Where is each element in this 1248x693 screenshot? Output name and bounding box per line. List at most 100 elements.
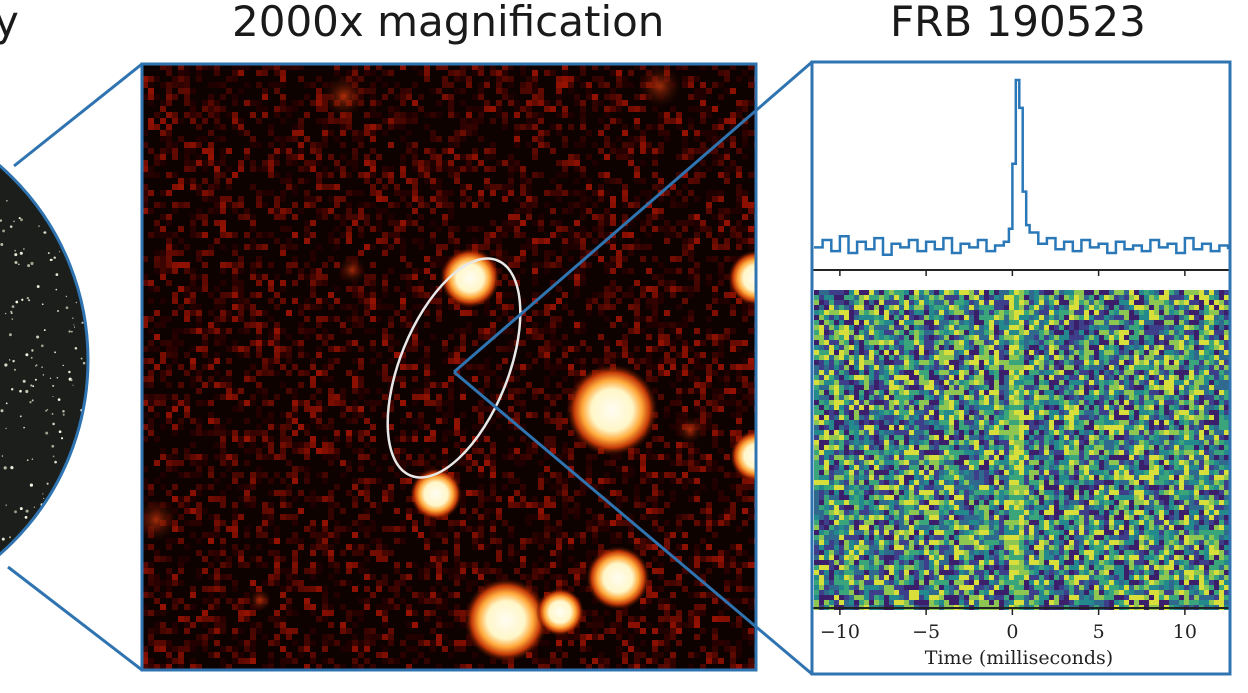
heatmap-pixel — [598, 82, 604, 88]
heatmap-pixel — [178, 304, 184, 310]
heatmap-pixel — [286, 112, 292, 118]
heatmap-pixel — [604, 208, 610, 214]
sky-star — [14, 510, 17, 514]
heatmap-pixel — [628, 532, 634, 538]
heatmap-pixel — [238, 160, 244, 166]
heatmap-pixel — [460, 562, 466, 568]
heatmap-pixel — [454, 430, 460, 436]
heatmap-pixel — [562, 388, 568, 394]
heatmap-pixel — [250, 442, 256, 448]
heatmap-pixel — [478, 334, 484, 340]
heatmap-pixel — [682, 532, 688, 538]
heatmap-pixel — [280, 628, 286, 634]
heatmap-pixel — [550, 316, 556, 322]
heatmap-pixel — [208, 628, 214, 634]
heatmap-pixel — [274, 424, 280, 430]
heatmap-pixel — [286, 628, 292, 634]
heatmap-pixel — [412, 658, 418, 664]
heatmap-pixel — [214, 514, 220, 520]
heatmap-pixel — [292, 628, 298, 634]
heatmap-pixel — [370, 124, 376, 130]
heatmap-pixel — [676, 628, 682, 634]
heatmap-pixel — [214, 208, 220, 214]
heatmap-pixel — [460, 436, 466, 442]
heatmap-pixel — [616, 502, 622, 508]
heatmap-pixel — [622, 610, 628, 616]
heatmap-pixel — [262, 202, 268, 208]
heatmap-pixel — [568, 538, 574, 544]
heatmap-pixel — [154, 412, 160, 418]
heatmap-pixel — [160, 394, 166, 400]
heatmap-pixel — [580, 190, 586, 196]
heatmap-pixel — [208, 250, 214, 256]
heatmap-pixel — [688, 316, 694, 322]
heatmap-pixel — [226, 484, 232, 490]
heatmap-pixel — [226, 460, 232, 466]
heatmap-pixel — [550, 364, 556, 370]
heatmap-pixel — [514, 232, 520, 238]
heatmap-pixel — [184, 160, 190, 166]
heatmap-pixel — [250, 262, 256, 268]
heatmap-pixel — [706, 556, 712, 562]
heatmap-pixel — [214, 172, 220, 178]
heatmap-pixel — [346, 238, 352, 244]
heatmap-pixel — [676, 202, 682, 208]
heatmap-pixel — [166, 220, 172, 226]
heatmap-pixel — [160, 232, 166, 238]
heatmap-pixel — [184, 154, 190, 160]
heatmap-pixel — [544, 268, 550, 274]
heatmap-pixel — [568, 88, 574, 94]
heatmap-pixel — [160, 202, 166, 208]
heatmap-pixel — [496, 106, 502, 112]
heatmap-pixel — [364, 274, 370, 280]
heatmap-pixel — [172, 466, 178, 472]
heatmap-pixel — [196, 514, 202, 520]
heatmap-pixel — [142, 202, 148, 208]
heatmap-pixel — [490, 460, 496, 466]
heatmap-pixel — [526, 208, 532, 214]
heatmap-pixel — [574, 160, 580, 166]
heatmap-pixel — [688, 448, 694, 454]
heatmap-pixel — [292, 442, 298, 448]
heatmap-pixel — [340, 388, 346, 394]
heatmap-pixel — [718, 400, 724, 406]
heatmap-pixel — [262, 634, 268, 640]
heatmap-pixel — [286, 136, 292, 142]
heatmap-pixel — [502, 304, 508, 310]
heatmap-pixel — [424, 112, 430, 118]
heatmap-pixel — [466, 376, 472, 382]
heatmap-pixel — [664, 334, 670, 340]
heatmap-pixel — [154, 574, 160, 580]
heatmap-pixel — [454, 130, 460, 136]
heatmap-pixel — [268, 160, 274, 166]
heatmap-pixel — [670, 322, 676, 328]
heatmap-pixel — [244, 304, 250, 310]
heatmap-pixel — [400, 226, 406, 232]
heatmap-pixel — [490, 394, 496, 400]
heatmap-pixel — [466, 124, 472, 130]
heatmap-pixel — [352, 550, 358, 556]
heatmap-pixel — [238, 610, 244, 616]
heatmap-pixel — [154, 610, 160, 616]
heatmap-pixel — [322, 598, 328, 604]
sky-star — [49, 258, 53, 262]
heatmap-pixel — [712, 466, 718, 472]
heatmap-pixel — [628, 250, 634, 256]
heatmap-pixel — [718, 172, 724, 178]
heatmap-pixel — [718, 124, 724, 130]
heatmap-pixel — [442, 550, 448, 556]
heatmap-pixel — [736, 112, 742, 118]
heatmap-pixel — [292, 160, 298, 166]
heatmap-pixel — [274, 358, 280, 364]
heatmap-pixel — [448, 406, 454, 412]
heatmap-pixel — [676, 520, 682, 526]
heatmap-pixel — [700, 628, 706, 634]
sky-star — [65, 103, 67, 105]
heatmap-pixel — [256, 406, 262, 412]
heatmap-pixel — [364, 646, 370, 652]
heatmap-pixel — [184, 604, 190, 610]
heatmap-pixel — [484, 562, 490, 568]
heatmap-pixel — [196, 214, 202, 220]
heatmap-pixel — [184, 454, 190, 460]
heatmap-pixel — [502, 124, 508, 130]
